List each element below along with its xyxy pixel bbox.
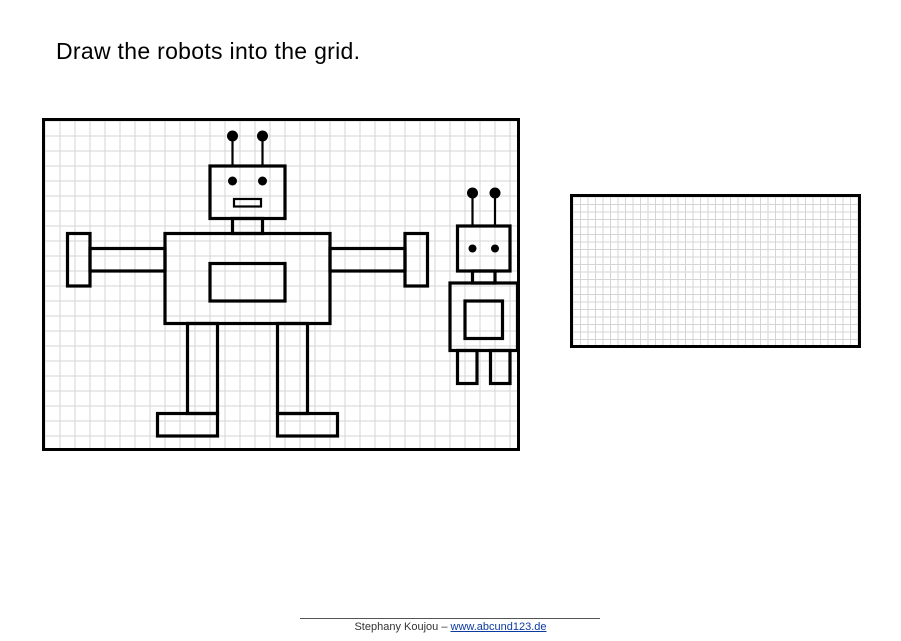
footer-rule: [300, 618, 600, 619]
empty-grid: [573, 197, 858, 345]
footer: Stephany Koujou – www.abcund123.de: [0, 621, 901, 633]
robots-drawing: [45, 121, 517, 448]
reference-grid-panel: [42, 118, 520, 451]
instruction-title: Draw the robots into the grid.: [56, 38, 360, 65]
footer-author: Stephany Koujou –: [354, 621, 450, 633]
empty-grid-panel: [570, 194, 861, 348]
worksheet-page: Draw the robots into the grid. Stephany …: [0, 0, 901, 641]
footer-link[interactable]: www.abcund123.de: [451, 621, 547, 633]
